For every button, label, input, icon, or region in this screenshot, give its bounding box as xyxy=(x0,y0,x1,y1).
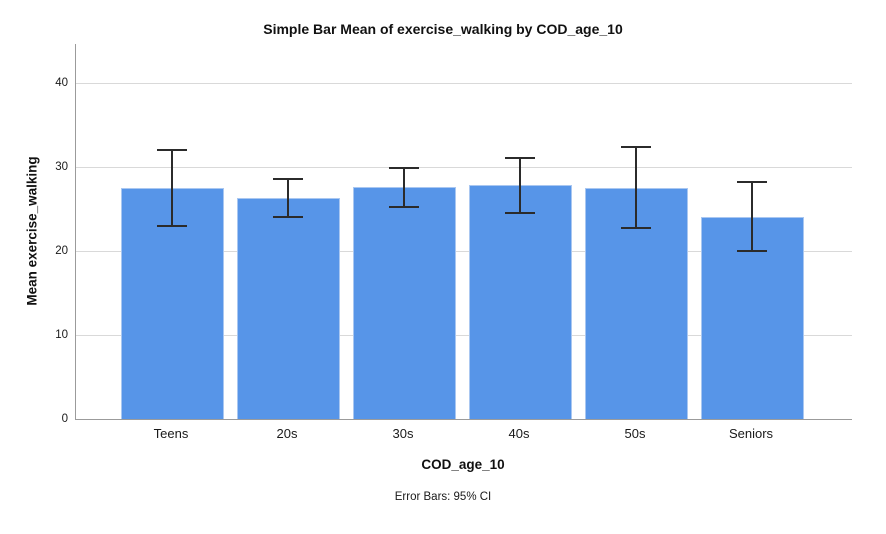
bar-40s xyxy=(468,184,572,419)
x-axis-title: COD_age_10 xyxy=(421,457,505,472)
error-bar-cap-bottom-50s xyxy=(621,226,651,229)
y-tick-0: 0 xyxy=(61,413,68,425)
x-tick-40s: 40s xyxy=(508,426,530,441)
y-tick-10: 10 xyxy=(55,329,68,342)
y-tick-30: 30 xyxy=(55,161,68,174)
error-bar-cap-top-30s xyxy=(389,167,419,170)
error-bar-cap-top-teens xyxy=(157,148,187,151)
error-bar-cap-top-50s xyxy=(621,146,651,149)
x-tick-teens: Teens xyxy=(153,426,189,441)
gridline-20 xyxy=(76,251,852,253)
error-bar-cap-top-20s xyxy=(273,178,303,181)
error-bar-cap-bottom-30s xyxy=(389,205,419,208)
plot-area xyxy=(75,44,852,420)
error-bar-30s xyxy=(403,168,405,207)
x-tick-30s: 30s xyxy=(392,426,414,441)
error-bars-footnote: Error Bars: 95% CI xyxy=(394,491,492,503)
error-bar-cap-top-40s xyxy=(505,157,535,160)
error-bar-teens xyxy=(171,149,173,227)
gridline-30 xyxy=(76,167,852,169)
bar-20s xyxy=(236,197,340,419)
error-bar-seniors xyxy=(751,181,753,252)
x-tick-50s: 50s xyxy=(624,426,646,441)
error-bar-40s xyxy=(519,158,521,213)
error-bar-cap-bottom-seniors xyxy=(737,250,767,253)
error-bar-cap-top-seniors xyxy=(737,180,767,183)
y-tick-20: 20 xyxy=(55,245,68,258)
gridline-40 xyxy=(76,83,852,85)
y-axis-title: Mean exercise_walking xyxy=(24,156,40,306)
x-tick-20s: 20s xyxy=(276,426,298,441)
error-bar-cap-bottom-20s xyxy=(273,215,303,218)
error-bar-cap-bottom-40s xyxy=(505,211,535,214)
x-tick-seniors: Seniors xyxy=(728,426,774,441)
chart-title: Simple Bar Mean of exercise_walking by C… xyxy=(263,21,623,37)
error-bar-cap-bottom-teens xyxy=(157,225,187,228)
error-bar-50s xyxy=(635,147,637,228)
bar-30s xyxy=(352,187,456,419)
y-tick-40: 40 xyxy=(55,77,68,90)
gridline-10 xyxy=(76,335,852,337)
error-bar-20s xyxy=(287,179,289,217)
